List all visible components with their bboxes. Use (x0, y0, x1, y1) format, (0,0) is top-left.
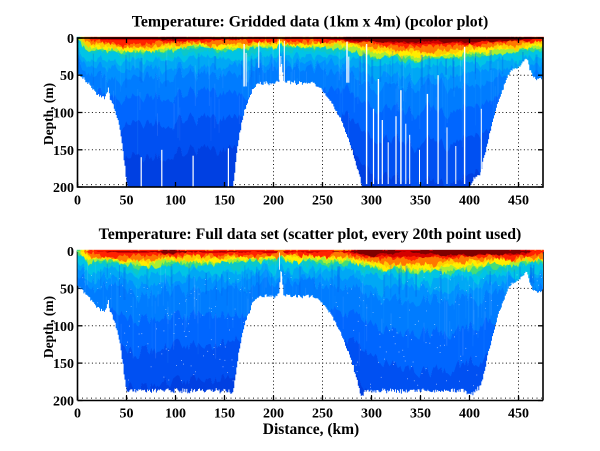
svg-text:Depth, (m): Depth, (m) (41, 296, 56, 358)
svg-text:100: 100 (165, 194, 186, 209)
svg-text:350: 350 (410, 407, 431, 422)
svg-text:Temperature: Gridded data (1km: Temperature: Gridded data (1km x 4m) (pc… (132, 14, 488, 31)
svg-text:100: 100 (53, 107, 74, 122)
svg-text:100: 100 (165, 407, 186, 422)
svg-text:150: 150 (214, 194, 235, 209)
svg-text:0: 0 (74, 194, 81, 209)
svg-text:400: 400 (459, 194, 480, 209)
svg-text:100: 100 (53, 320, 74, 335)
svg-text:200: 200 (263, 194, 284, 209)
svg-text:300: 300 (361, 194, 382, 209)
svg-text:50: 50 (60, 69, 74, 84)
svg-text:150: 150 (53, 144, 74, 159)
svg-text:450: 450 (508, 407, 529, 422)
svg-text:200: 200 (53, 181, 74, 196)
svg-text:Distance, (km): Distance, (km) (263, 421, 359, 438)
svg-text:50: 50 (120, 407, 134, 422)
svg-text:250: 250 (312, 407, 333, 422)
svg-text:400: 400 (459, 407, 480, 422)
svg-text:0: 0 (67, 245, 74, 260)
svg-text:0: 0 (67, 32, 74, 47)
svg-text:200: 200 (53, 395, 74, 410)
svg-text:Depth, (m): Depth, (m) (41, 83, 56, 145)
svg-text:300: 300 (361, 407, 382, 422)
svg-text:250: 250 (312, 194, 333, 209)
svg-text:0: 0 (74, 407, 81, 422)
svg-text:450: 450 (508, 194, 529, 209)
svg-text:150: 150 (53, 357, 74, 372)
svg-text:350: 350 (410, 194, 431, 209)
svg-text:50: 50 (60, 282, 74, 297)
svg-text:150: 150 (214, 407, 235, 422)
svg-text:50: 50 (120, 194, 134, 209)
svg-text:Temperature: Full data set (sc: Temperature: Full data set (scatter plot… (99, 226, 522, 243)
svg-text:200: 200 (263, 407, 284, 422)
